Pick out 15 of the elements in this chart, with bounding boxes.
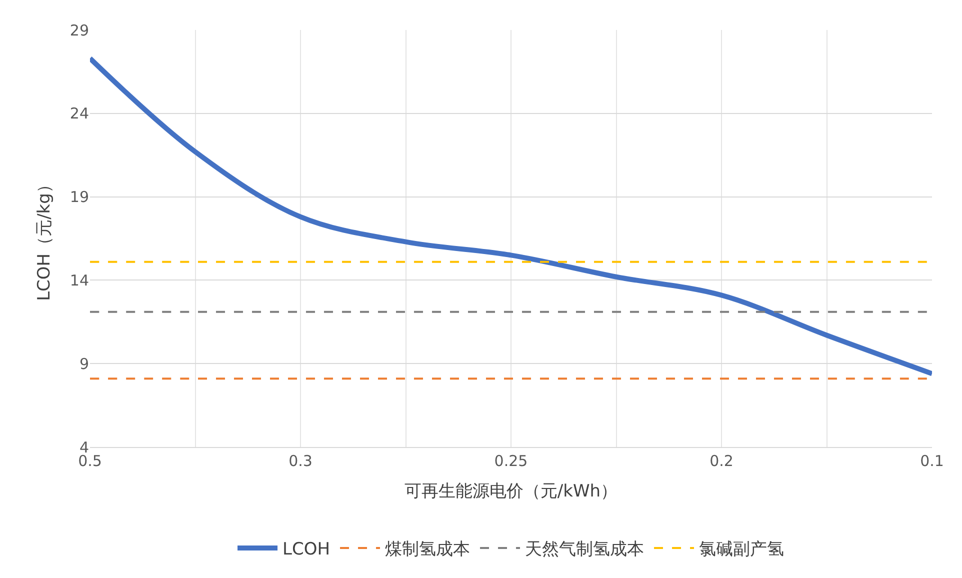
legend-label: 煤制氢成本 bbox=[385, 540, 470, 560]
x-axis-title: 可再生能源电价（元/kWh） bbox=[404, 481, 618, 502]
y-tick-label: 9 bbox=[79, 354, 89, 373]
y-tick-label: 29 bbox=[70, 21, 89, 40]
y-tick-label: 19 bbox=[70, 188, 89, 206]
y-tick-label: 14 bbox=[70, 271, 89, 290]
x-tick-label: 0.1 bbox=[920, 452, 944, 470]
legend-label: LCOH bbox=[282, 540, 330, 560]
x-tick-label: 0.25 bbox=[494, 452, 528, 470]
legend-label: 氯碱副产氢 bbox=[699, 540, 784, 560]
x-tick-label: 0.3 bbox=[288, 452, 312, 470]
y-tick-label: 24 bbox=[70, 104, 89, 123]
x-tick-label: 0.2 bbox=[710, 452, 734, 470]
y-axis-title: LCOH（元/kg） bbox=[34, 176, 54, 301]
legend-label: 天然气制氢成本 bbox=[525, 540, 644, 560]
